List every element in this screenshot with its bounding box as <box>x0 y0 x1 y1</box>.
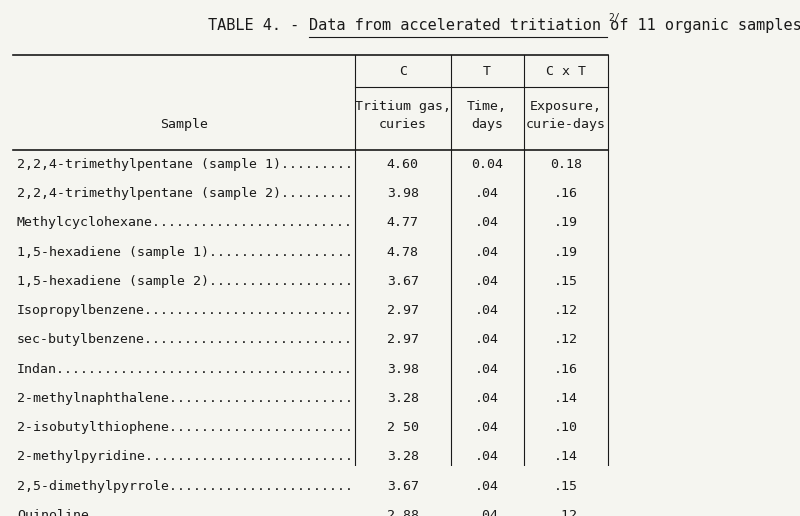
Text: T: T <box>483 65 491 78</box>
Text: .04: .04 <box>475 333 499 346</box>
Text: .19: .19 <box>554 216 578 230</box>
Text: .04: .04 <box>475 421 499 434</box>
Text: .16: .16 <box>554 187 578 200</box>
Text: 3.67: 3.67 <box>386 479 418 493</box>
Text: .04: .04 <box>475 363 499 376</box>
Text: .14: .14 <box>554 450 578 463</box>
Text: 2,2,4-trimethylpentane (sample 2).........: 2,2,4-trimethylpentane (sample 2).......… <box>17 187 353 200</box>
Text: 3.28: 3.28 <box>386 450 418 463</box>
Text: sec-butylbenzene..........................: sec-butylbenzene........................… <box>17 333 353 346</box>
Text: 0.04: 0.04 <box>471 158 503 171</box>
Text: .12: .12 <box>554 304 578 317</box>
Text: .04: .04 <box>475 246 499 259</box>
Text: Exposure,: Exposure, <box>530 100 602 113</box>
Text: 4.77: 4.77 <box>386 216 418 230</box>
Text: curies: curies <box>378 118 426 131</box>
Text: 2/: 2/ <box>609 13 621 23</box>
Text: Sample: Sample <box>160 118 208 131</box>
Text: 2,2,4-trimethylpentane (sample 1).........: 2,2,4-trimethylpentane (sample 1).......… <box>17 158 353 171</box>
Text: .04: .04 <box>475 216 499 230</box>
Text: 0.18: 0.18 <box>550 158 582 171</box>
Text: 2 50: 2 50 <box>386 421 418 434</box>
Text: curie-days: curie-days <box>526 118 606 131</box>
Text: .04: .04 <box>475 479 499 493</box>
Text: 2.88: 2.88 <box>386 509 418 516</box>
Text: .14: .14 <box>554 392 578 405</box>
Text: 3.98: 3.98 <box>386 363 418 376</box>
Text: .19: .19 <box>554 246 578 259</box>
Text: .16: .16 <box>554 363 578 376</box>
Text: 2-methylpyridine..........................: 2-methylpyridine........................… <box>17 450 353 463</box>
Text: Isopropylbenzene..........................: Isopropylbenzene........................… <box>17 304 353 317</box>
Text: Time,: Time, <box>467 100 507 113</box>
Text: Indan.....................................: Indan...................................… <box>17 363 353 376</box>
Text: TABLE 4. -: TABLE 4. - <box>208 18 309 33</box>
Text: 2,5-dimethylpyrrole.......................: 2,5-dimethylpyrrole.....................… <box>17 479 353 493</box>
Text: Tritium gas,: Tritium gas, <box>354 100 450 113</box>
Text: 3.28: 3.28 <box>386 392 418 405</box>
Text: 4.60: 4.60 <box>386 158 418 171</box>
Text: 2.97: 2.97 <box>386 304 418 317</box>
Text: 1,5-hexadiene (sample 2)..................: 1,5-hexadiene (sample 2)................… <box>17 275 353 288</box>
Text: .04: .04 <box>475 450 499 463</box>
Text: Data from accelerated tritiation of 11 organic samples: Data from accelerated tritiation of 11 o… <box>309 18 800 33</box>
Text: .04: .04 <box>475 275 499 288</box>
Text: 3.98: 3.98 <box>386 187 418 200</box>
Text: .12: .12 <box>554 333 578 346</box>
Text: 2-methylnaphthalene.......................: 2-methylnaphthalene.....................… <box>17 392 353 405</box>
Text: .04: .04 <box>475 187 499 200</box>
Text: .04: .04 <box>475 392 499 405</box>
Text: 2-isobutylthiophene.......................: 2-isobutylthiophene.....................… <box>17 421 353 434</box>
Text: 3.67: 3.67 <box>386 275 418 288</box>
Text: .04: .04 <box>475 509 499 516</box>
Text: .15: .15 <box>554 479 578 493</box>
Text: 1,5-hexadiene (sample 1)..................: 1,5-hexadiene (sample 1)................… <box>17 246 353 259</box>
Text: days: days <box>471 118 503 131</box>
Text: .12: .12 <box>554 509 578 516</box>
Text: .10: .10 <box>554 421 578 434</box>
Text: .04: .04 <box>475 304 499 317</box>
Text: 4.78: 4.78 <box>386 246 418 259</box>
Text: Quinoline.................................: Quinoline...............................… <box>17 509 353 516</box>
Text: .15: .15 <box>554 275 578 288</box>
Text: 2.97: 2.97 <box>386 333 418 346</box>
Text: Methylcyclohexane.........................: Methylcyclohexane.......................… <box>17 216 353 230</box>
Text: C: C <box>398 65 406 78</box>
Text: C x T: C x T <box>546 65 586 78</box>
